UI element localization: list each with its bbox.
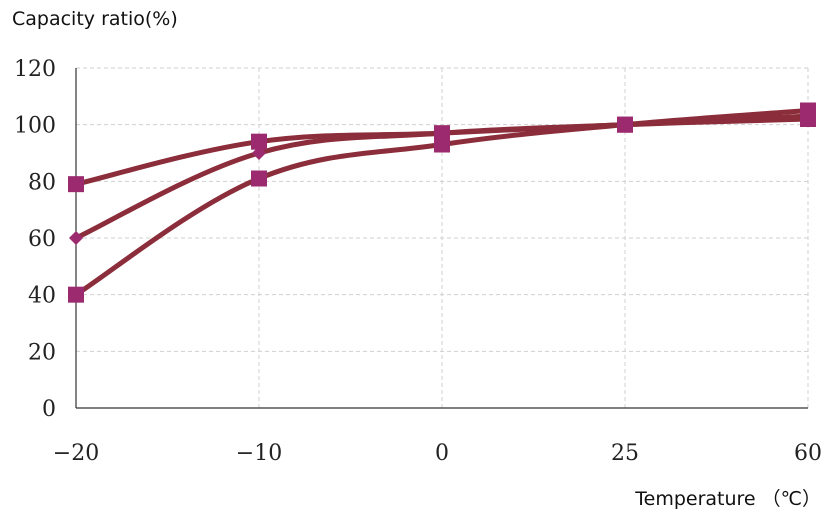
y-tick-label: 120 xyxy=(14,57,56,82)
x-axis-title: Temperature （℃） xyxy=(635,488,821,510)
data-point-marker xyxy=(251,170,267,187)
y-tick-label: 40 xyxy=(28,284,56,309)
data-point-marker xyxy=(68,176,84,193)
data-point-marker xyxy=(252,146,266,160)
y-tick-label: 100 xyxy=(14,114,56,139)
data-point-marker xyxy=(617,116,633,133)
x-tick-label: −10 xyxy=(236,441,282,466)
x-tick-label: 60 xyxy=(794,441,822,466)
y-tick-label: 60 xyxy=(28,227,56,252)
data-point-marker xyxy=(800,102,816,119)
y-tick-label: 0 xyxy=(42,397,56,422)
y-axis-title: Capacity ratio(%) xyxy=(12,8,178,30)
y-tick-label: 20 xyxy=(28,340,56,365)
data-point-marker xyxy=(434,136,450,153)
x-tick-label: 0 xyxy=(435,441,449,466)
y-tick-label: 80 xyxy=(28,170,56,195)
x-tick-label: 25 xyxy=(611,441,639,466)
x-tick-label: −20 xyxy=(53,441,99,466)
data-point-marker xyxy=(251,133,267,150)
data-point-marker xyxy=(69,231,83,245)
data-point-marker xyxy=(68,286,84,303)
